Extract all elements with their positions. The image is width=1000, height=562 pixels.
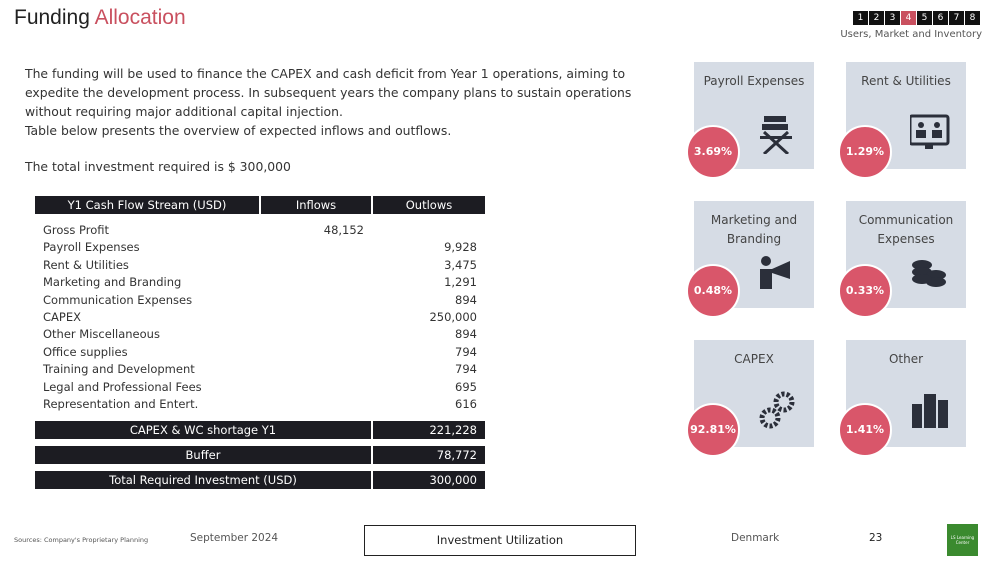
summary-row: CAPEX & WC shortage Y1 221,228 xyxy=(35,421,485,439)
share-badge: 0.33% xyxy=(838,264,892,318)
share-badge: 3.69% xyxy=(686,125,740,179)
share-badge: 1.41% xyxy=(838,403,892,457)
card-icon xyxy=(910,114,950,149)
outflow-value: 3,475 xyxy=(444,257,477,272)
row-label: Legal and Professional Fees xyxy=(43,379,202,394)
table-row: Other Miscellaneous 894 xyxy=(35,326,485,344)
summary-label: Total Required Investment (USD) xyxy=(35,471,373,489)
page-tab[interactable]: 7 xyxy=(949,11,964,25)
row-label: Gross Profit xyxy=(43,223,110,237)
share-badge: 92.81% xyxy=(686,403,740,457)
page-tab[interactable]: 2 xyxy=(869,11,884,25)
row-label: Marketing and Branding xyxy=(43,275,182,290)
card-title: CAPEX xyxy=(734,352,774,366)
table-row: Communication Expenses 894 xyxy=(35,292,485,310)
page-tab[interactable]: 5 xyxy=(917,11,932,25)
card: Communication Expenses 0.33% xyxy=(838,201,966,318)
outflow-value: 9,928 xyxy=(444,240,477,255)
card-icon xyxy=(760,256,790,289)
row-label: Payroll Expenses xyxy=(43,240,140,255)
card-icon xyxy=(759,391,795,429)
summary-value: 300,000 xyxy=(429,473,477,487)
table-row: CAPEX 250,000 xyxy=(35,309,485,327)
card-icon xyxy=(912,394,948,428)
intro: The funding will be used to finance the … xyxy=(25,64,645,140)
table-header: Y1 Cash Flow Stream (USD) Inflows Outlows xyxy=(35,196,487,214)
subtitle: Users, Market and Inventory xyxy=(840,29,982,40)
outflow-value: 1,291 xyxy=(444,275,477,290)
header-cell: Inflows xyxy=(261,196,373,214)
paragraph: The funding will be used to finance the … xyxy=(25,66,632,119)
card-title: Payroll Expenses xyxy=(703,74,805,88)
section-button[interactable]: Investment Utilization xyxy=(364,525,636,556)
page-number: 23 xyxy=(869,532,883,544)
table-row: Office supplies 794 xyxy=(35,344,485,362)
header-cell: Y1 Cash Flow Stream (USD) xyxy=(35,196,261,214)
share-badge: 0.48% xyxy=(686,264,740,318)
source: Sources: Company's Proprietary Planning xyxy=(14,536,149,544)
summary-label: Buffer xyxy=(35,446,373,464)
inflow-value: 48,152 xyxy=(323,223,364,237)
card-title: Communication Expenses xyxy=(858,213,954,246)
table-row: Payroll Expenses 9,928 xyxy=(35,239,485,257)
outflow-value: 794 xyxy=(455,344,477,359)
row-label: Representation and Entert. xyxy=(43,397,199,411)
card-icon xyxy=(760,116,792,154)
share-badge: 1.29% xyxy=(838,125,892,179)
summary-value: 78,772 xyxy=(436,448,477,462)
table-row: Marketing and Branding 1,291 xyxy=(35,274,485,292)
table-row: Legal and Professional Fees 695 xyxy=(35,379,485,397)
outflow-value: 250,000 xyxy=(429,310,477,324)
country: Denmark xyxy=(731,532,780,544)
card: Marketing and Branding 0.48% xyxy=(686,201,814,318)
date: September 2024 xyxy=(190,532,279,544)
card: Payroll Expenses 3.69% xyxy=(686,62,814,179)
table-row: Rent & Utilities 3,475 xyxy=(35,257,485,275)
outflow-value: 894 xyxy=(455,292,477,307)
table-row: Training and Development 794 xyxy=(35,361,485,379)
outflow-value: 695 xyxy=(455,379,477,394)
row-label: Rent & Utilities xyxy=(43,257,129,272)
logo: LS Learning Center xyxy=(947,524,978,556)
row-label: CAPEX xyxy=(43,310,81,324)
summary-row: Buffer 78,772 xyxy=(35,446,485,464)
card-icon xyxy=(912,260,946,287)
row-label: Training and Development xyxy=(43,362,195,377)
total-line: The total investment required is $ 300,0… xyxy=(25,159,291,174)
page-tab[interactable]: 4 xyxy=(901,11,916,25)
summary-value: 221,228 xyxy=(429,423,477,437)
title-main: Funding xyxy=(14,6,90,29)
title-accent: Allocation xyxy=(94,6,186,29)
card: Other 1.41% xyxy=(838,340,966,457)
card: Rent & Utilities 1.29% xyxy=(838,62,966,179)
card-title: Other xyxy=(888,352,924,366)
header-cell: Outlows xyxy=(373,196,487,214)
table-row: Gross Profit 48,152 xyxy=(35,222,485,240)
title: Funding Allocation xyxy=(14,6,186,30)
row-label: Other Miscellaneous xyxy=(43,327,160,342)
paragraph: Table below presents the overview of exp… xyxy=(25,123,452,138)
table-row: Representation and Entert. 616 xyxy=(35,396,485,414)
page-tab[interactable]: 8 xyxy=(965,11,980,25)
outflow-value: 894 xyxy=(455,327,477,342)
page-tab[interactable]: 3 xyxy=(885,11,900,25)
outflow-value: 616 xyxy=(455,397,477,411)
outflow-value: 794 xyxy=(455,362,477,377)
row-label: Office supplies xyxy=(43,344,128,359)
card-title: Marketing and Branding xyxy=(710,213,798,246)
page-tab[interactable]: 6 xyxy=(933,11,948,25)
card: CAPEX 92.81% xyxy=(686,340,814,457)
page-tab[interactable]: 1 xyxy=(853,11,868,25)
row-label: Communication Expenses xyxy=(43,292,193,307)
card-title: Rent & Utilities xyxy=(861,74,951,88)
summary-row: Total Required Investment (USD) 300,000 xyxy=(35,471,485,489)
summary-label: CAPEX & WC shortage Y1 xyxy=(35,421,373,439)
